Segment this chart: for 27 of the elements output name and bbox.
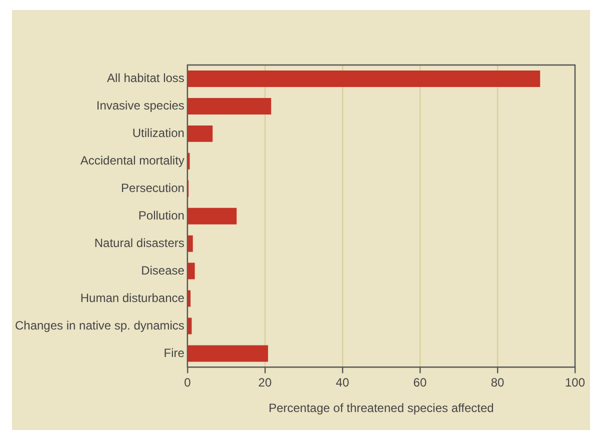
y-tick-label: Natural disasters	[94, 236, 184, 250]
y-tick-label: All habitat loss	[107, 71, 184, 86]
bar	[188, 290, 191, 307]
bar	[188, 98, 272, 114]
y-tick-label: Disease	[141, 263, 185, 278]
y-tick-label: Changes in native sp. dynamics	[14, 318, 184, 332]
bar	[188, 318, 192, 334]
bar	[188, 70, 540, 87]
y-tick-label: Invasive species	[96, 98, 184, 113]
bar	[188, 345, 268, 362]
x-tick-label: 60	[413, 376, 427, 390]
y-tick-label: Accidental mortality	[80, 153, 184, 168]
bar	[188, 235, 193, 252]
y-tick-label: Utilization	[132, 126, 184, 140]
y-tick-label: Persecution	[121, 180, 184, 195]
y-tick-label: Pollution	[138, 208, 184, 222]
x-tick-label: 40	[336, 376, 350, 390]
y-tick-label: Fire	[164, 346, 185, 360]
y-tick-label: Human disturbance	[80, 290, 185, 305]
x-tick-label: 100	[564, 376, 586, 390]
bar	[188, 208, 237, 224]
x-tick-label: 0	[184, 376, 192, 390]
x-axis-title: Percentage of threatened species affected	[268, 401, 494, 416]
x-tick-label: 20	[258, 376, 272, 390]
x-tick-label: 80	[490, 376, 504, 390]
bar	[188, 125, 213, 142]
bar	[188, 262, 195, 280]
